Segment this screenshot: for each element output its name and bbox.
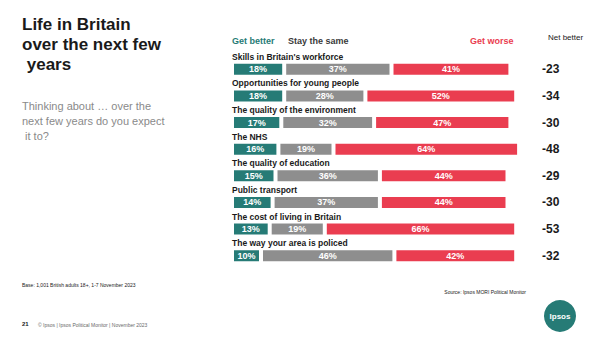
svg-text:The NHS: The NHS — [232, 132, 268, 142]
svg-text:Thinking about … over the: Thinking about … over the — [22, 100, 154, 112]
svg-text:19%: 19% — [297, 144, 315, 154]
svg-text:The way your area is policed: The way your area is policed — [232, 238, 348, 248]
svg-text:-32: -32 — [542, 249, 560, 263]
svg-text:17%: 17% — [248, 118, 266, 128]
svg-text:Life in Britain: Life in Britain — [22, 15, 135, 34]
svg-text:The quality of the environment: The quality of the environment — [232, 105, 356, 115]
svg-text:Net better: Net better — [548, 33, 583, 42]
svg-text:66%: 66% — [411, 224, 429, 234]
svg-text:41%: 41% — [442, 64, 460, 74]
svg-text:32%: 32% — [319, 118, 337, 128]
svg-text:64%: 64% — [417, 144, 435, 154]
svg-text:42%: 42% — [446, 251, 464, 261]
svg-text:14%: 14% — [243, 197, 261, 207]
svg-text:36%: 36% — [319, 171, 337, 181]
svg-text:Base: 1,001 British adults 18+: Base: 1,001 British adults 18+, 1-7 Nove… — [22, 282, 136, 288]
svg-text:The quality of education: The quality of education — [232, 158, 330, 168]
svg-text:© Ipsos | Ipsos Political Moni: © Ipsos | Ipsos Political Monitor | Nove… — [38, 322, 148, 328]
svg-text:Get better: Get better — [232, 36, 275, 46]
svg-text:it to?: it to? — [22, 130, 49, 142]
svg-text:Get worse: Get worse — [470, 36, 514, 46]
svg-text:44%: 44% — [435, 197, 453, 207]
svg-text:46%: 46% — [319, 251, 337, 261]
svg-text:37%: 37% — [317, 197, 335, 207]
svg-text:Source: Ipsos MORI Political M: Source: Ipsos MORI Political Monitor — [444, 289, 526, 295]
svg-text:-30: -30 — [542, 116, 560, 130]
svg-text:Public transport: Public transport — [232, 185, 297, 195]
svg-text:-34: -34 — [542, 89, 560, 103]
svg-text:-23: -23 — [542, 62, 560, 76]
svg-text:47%: 47% — [433, 118, 451, 128]
svg-text:-53: -53 — [542, 222, 560, 236]
svg-text:Opportunities for young people: Opportunities for young people — [232, 78, 359, 88]
svg-text:18%: 18% — [249, 64, 267, 74]
svg-text:13%: 13% — [242, 224, 260, 234]
svg-text:16%: 16% — [246, 144, 264, 154]
svg-text:-29: -29 — [542, 169, 560, 183]
svg-text:over the next few: over the next few — [22, 35, 162, 54]
svg-text:years: years — [22, 55, 71, 74]
svg-text:next few years do you expect: next few years do you expect — [22, 115, 164, 127]
svg-text:Skills in Britain's workforce: Skills in Britain's workforce — [232, 52, 343, 62]
svg-text:The cost of living in Britain: The cost of living in Britain — [232, 212, 341, 222]
svg-text:19%: 19% — [288, 224, 306, 234]
svg-text:10%: 10% — [237, 251, 255, 261]
svg-text:18%: 18% — [249, 91, 267, 101]
svg-text:21: 21 — [22, 321, 29, 327]
svg-text:-48: -48 — [542, 142, 560, 156]
svg-text:37%: 37% — [329, 64, 347, 74]
svg-text:28%: 28% — [316, 91, 334, 101]
svg-text:15%: 15% — [245, 171, 263, 181]
svg-text:44%: 44% — [435, 171, 453, 181]
svg-text:52%: 52% — [432, 91, 450, 101]
svg-text:Ipsos: Ipsos — [550, 312, 571, 321]
svg-text:-30: -30 — [542, 195, 560, 209]
svg-text:Stay the same: Stay the same — [288, 36, 349, 46]
